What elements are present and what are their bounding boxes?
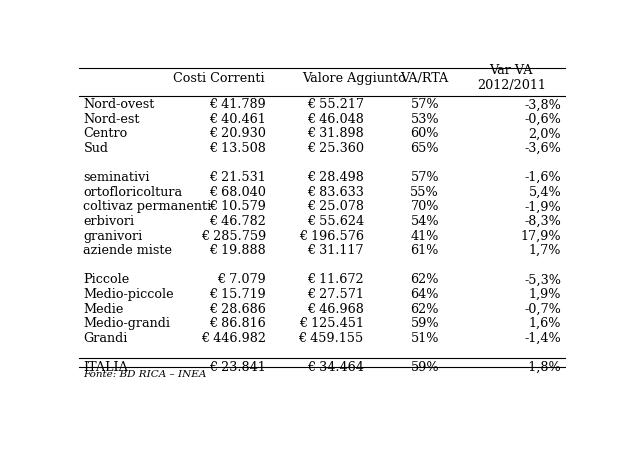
Text: -1,4%: -1,4% (525, 331, 561, 345)
Text: 55%: 55% (410, 186, 439, 199)
Text: € 19.888: € 19.888 (209, 244, 266, 257)
Text: € 25.360: € 25.360 (307, 142, 364, 155)
Text: € 83.633: € 83.633 (307, 186, 364, 199)
Text: Nord-ovest: Nord-ovest (84, 98, 155, 111)
Text: seminativi: seminativi (84, 171, 150, 184)
Text: -0,6%: -0,6% (525, 113, 561, 126)
Text: 1,6%: 1,6% (529, 317, 561, 330)
Text: 59%: 59% (410, 361, 439, 374)
Text: 70%: 70% (411, 200, 439, 213)
Text: 60%: 60% (411, 128, 439, 141)
Text: 17,9%: 17,9% (521, 230, 561, 243)
Text: 59%: 59% (410, 317, 439, 330)
Text: 61%: 61% (411, 244, 439, 257)
Text: € 34.464: € 34.464 (307, 361, 364, 374)
Text: € 196.576: € 196.576 (299, 230, 364, 243)
Text: € 86.816: € 86.816 (209, 317, 266, 330)
Text: Medio-grandi: Medio-grandi (84, 317, 170, 330)
Text: € 20.930: € 20.930 (209, 128, 266, 141)
Text: € 11.672: € 11.672 (307, 273, 364, 286)
Text: € 46.048: € 46.048 (307, 113, 364, 126)
Text: € 10.579: € 10.579 (209, 200, 266, 213)
Text: Sud: Sud (84, 142, 108, 155)
Text: 57%: 57% (410, 98, 439, 111)
Text: 51%: 51% (411, 331, 439, 345)
Text: ITALIA: ITALIA (84, 361, 128, 374)
Text: € 15.719: € 15.719 (209, 288, 266, 301)
Text: 62%: 62% (411, 273, 439, 286)
Text: Var VA
2012/2011: Var VA 2012/2011 (477, 64, 546, 92)
Text: € 40.461: € 40.461 (209, 113, 266, 126)
Text: 2,0%: 2,0% (528, 128, 561, 141)
Text: € 46.782: € 46.782 (209, 215, 266, 228)
Text: Centro: Centro (84, 128, 128, 141)
Text: € 285.759: € 285.759 (201, 230, 266, 243)
Text: € 28.498: € 28.498 (307, 171, 364, 184)
Text: 53%: 53% (410, 113, 439, 126)
Text: erbivori: erbivori (84, 215, 135, 228)
Text: 62%: 62% (411, 303, 439, 316)
Text: € 31.898: € 31.898 (307, 128, 364, 141)
Text: € 55.217: € 55.217 (307, 98, 364, 111)
Text: Medio-piccole: Medio-piccole (84, 288, 174, 301)
Text: € 68.040: € 68.040 (209, 186, 266, 199)
Text: Nord-est: Nord-est (84, 113, 140, 126)
Text: -3,8%: -3,8% (525, 98, 561, 111)
Text: € 41.789: € 41.789 (209, 98, 266, 111)
Text: 57%: 57% (410, 171, 439, 184)
Text: € 55.624: € 55.624 (307, 215, 364, 228)
Text: 1,7%: 1,7% (529, 244, 561, 257)
Text: Medie: Medie (84, 303, 124, 316)
Text: € 31.117: € 31.117 (308, 244, 364, 257)
Text: € 21.531: € 21.531 (209, 171, 266, 184)
Text: -1,8%: -1,8% (525, 361, 561, 374)
Text: Costi Correnti: Costi Correnti (173, 72, 265, 85)
Text: 5,4%: 5,4% (528, 186, 561, 199)
Text: 54%: 54% (410, 215, 439, 228)
Text: granivori: granivori (84, 230, 143, 243)
Text: 65%: 65% (410, 142, 439, 155)
Text: Valore Aggiunto: Valore Aggiunto (302, 72, 406, 85)
Text: € 7.079: € 7.079 (218, 273, 266, 286)
Text: € 27.571: € 27.571 (307, 288, 364, 301)
Text: ortofloricoltura: ortofloricoltura (84, 186, 182, 199)
Text: € 28.686: € 28.686 (209, 303, 266, 316)
Text: 64%: 64% (411, 288, 439, 301)
Text: -1,9%: -1,9% (525, 200, 561, 213)
Text: € 25.078: € 25.078 (307, 200, 364, 213)
Text: € 459.155: € 459.155 (299, 331, 364, 345)
Text: € 446.982: € 446.982 (201, 331, 266, 345)
Text: -8,3%: -8,3% (525, 215, 561, 228)
Text: -5,3%: -5,3% (524, 273, 561, 286)
Text: coltivaz permanenti: coltivaz permanenti (84, 200, 212, 213)
Text: € 23.841: € 23.841 (209, 361, 266, 374)
Text: Piccole: Piccole (84, 273, 130, 286)
Text: Grandi: Grandi (84, 331, 128, 345)
Text: -3,6%: -3,6% (525, 142, 561, 155)
Text: -0,7%: -0,7% (525, 303, 561, 316)
Text: € 13.508: € 13.508 (209, 142, 266, 155)
Text: € 46.968: € 46.968 (307, 303, 364, 316)
Text: € 125.451: € 125.451 (299, 317, 364, 330)
Text: VA/RTA: VA/RTA (401, 72, 449, 85)
Text: Fonte: BD RICA – INEA: Fonte: BD RICA – INEA (84, 369, 207, 378)
Text: aziende miste: aziende miste (84, 244, 172, 257)
Text: 41%: 41% (411, 230, 439, 243)
Text: -1,6%: -1,6% (525, 171, 561, 184)
Text: 1,9%: 1,9% (529, 288, 561, 301)
